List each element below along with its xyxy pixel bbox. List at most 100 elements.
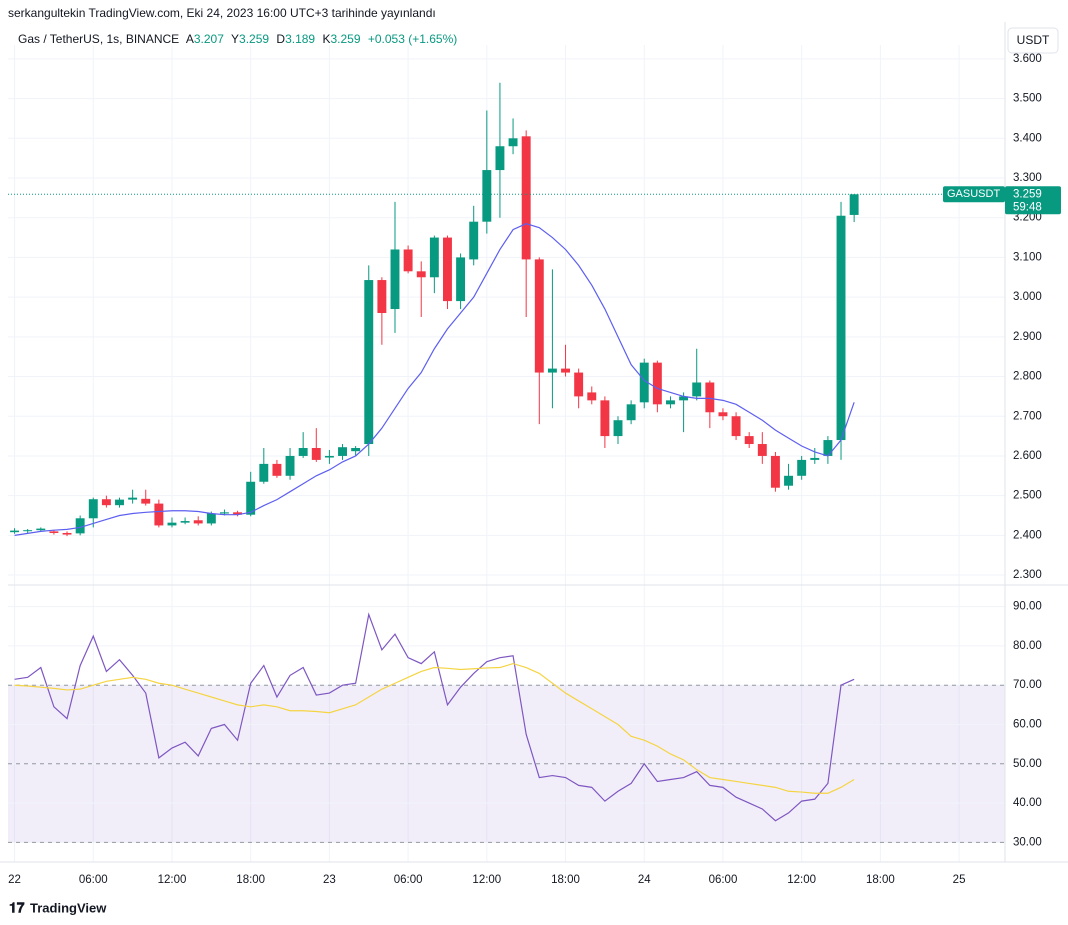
candle-body	[705, 382, 715, 413]
candle-body	[259, 463, 269, 482]
x-tick-label: 12:00	[787, 874, 816, 886]
candle-body	[246, 481, 256, 515]
candle-body	[390, 249, 400, 310]
moving-average	[14, 223, 855, 536]
y-tick-label: 2.700	[1013, 410, 1042, 422]
candle-body	[377, 280, 387, 314]
candle-body	[167, 522, 177, 526]
candle-body	[403, 249, 413, 272]
candle-body	[88, 499, 98, 519]
y-tick-label: 3.200	[1013, 212, 1042, 224]
candle-body	[311, 448, 321, 460]
candle-body	[233, 512, 243, 515]
grid	[8, 45, 1005, 862]
currency-label[interactable]: USDT	[1017, 33, 1050, 47]
y-tick-label: 40.00	[1013, 797, 1042, 809]
y-tick-label: 2.500	[1013, 490, 1042, 502]
x-tick-label: 18:00	[551, 874, 580, 886]
candle-body	[770, 455, 780, 488]
candle-body	[836, 215, 846, 441]
price-tag-countdown: 59:48	[1013, 201, 1042, 213]
y-tick-label: 3.000	[1013, 291, 1042, 303]
candle-body	[613, 420, 623, 437]
candle-body	[62, 532, 72, 535]
candle-body	[10, 530, 20, 533]
published-note: serkangultekin TradingView.com, Eki 24, …	[8, 6, 436, 20]
y-tick-label: 3.500	[1013, 93, 1042, 105]
candle-body	[561, 368, 570, 373]
price-tag	[1005, 186, 1061, 215]
brand-logo: 𝟏𝟕	[9, 900, 25, 916]
x-tick-label: 25	[953, 874, 966, 886]
marks	[8, 82, 1005, 843]
candle-body	[298, 448, 308, 456]
y-tick-label: 2.600	[1013, 450, 1042, 462]
legend: Gas / TetherUS, 1s, BINANCE A3.207 Y3.25…	[18, 32, 457, 46]
series-line	[14, 612, 855, 822]
x-tick-label: 06:00	[709, 874, 738, 886]
candle-body	[416, 271, 426, 278]
y-tick-label: 30.00	[1013, 836, 1042, 848]
symbol-tag	[943, 186, 1005, 203]
candle-body	[101, 499, 111, 506]
candle-body	[626, 404, 636, 421]
ohlc-label: Y	[231, 32, 239, 46]
candle-body	[128, 497, 138, 500]
candle-body	[49, 531, 59, 533]
y-tick-label: 2.400	[1013, 529, 1042, 541]
candle-body	[508, 138, 518, 147]
candle-body	[652, 362, 662, 405]
ohlc-label: D	[276, 32, 285, 46]
x-tick-label: 06:00	[394, 874, 423, 886]
currency-button[interactable]	[1007, 27, 1059, 54]
candle-body	[600, 400, 610, 437]
y-tick-label: 3.300	[1013, 172, 1042, 184]
candle-body	[849, 194, 859, 215]
candle-body	[547, 368, 557, 373]
candle-body	[36, 528, 46, 531]
candle-body	[757, 444, 767, 456]
candle-body	[731, 416, 741, 437]
candle-body	[666, 400, 675, 405]
candle-body	[469, 221, 479, 260]
candle-body	[219, 512, 229, 514]
y-tick-label: 90.00	[1013, 601, 1042, 613]
candle-body	[574, 372, 584, 397]
x-tick-label: 23	[323, 874, 336, 886]
y-tick-label: 50.00	[1013, 758, 1042, 770]
y-tick-label: 2.300	[1013, 569, 1042, 581]
change: +0.053 (+1.65%)	[368, 32, 457, 46]
candle-body	[521, 136, 531, 260]
candle-body	[823, 440, 833, 456]
candle-body	[495, 146, 505, 171]
candle-body	[272, 463, 282, 476]
y-tick-label: 3.600	[1013, 53, 1042, 65]
brand: TradingView	[30, 900, 107, 915]
candle-body	[115, 499, 124, 506]
x-tick-label: 12:00	[472, 874, 501, 886]
candle-body	[718, 412, 728, 417]
candle-body	[744, 436, 754, 445]
y-tick-label: 2.900	[1013, 331, 1042, 343]
y-tick-label: 3.100	[1013, 251, 1042, 263]
candle-body	[338, 447, 347, 456]
candle-body	[810, 457, 820, 460]
ohlc-label: A	[186, 32, 194, 46]
y-tick-label: 80.00	[1013, 640, 1042, 652]
candle-body	[285, 455, 295, 476]
candle-body	[193, 520, 203, 524]
candle-body	[797, 459, 807, 476]
candle-body	[587, 392, 597, 401]
x-tick-label: 18:00	[866, 874, 895, 886]
y-tick-label: 3.400	[1013, 132, 1042, 144]
candle-body	[75, 518, 85, 534]
candle-body	[364, 280, 374, 445]
x-tick-label: 06:00	[79, 874, 108, 886]
candle-body	[784, 475, 794, 486]
candle-body	[534, 259, 544, 373]
y-tick-label: 2.800	[1013, 371, 1042, 383]
symbol-tag-label: GASUSDT	[947, 188, 1000, 200]
candle-body	[206, 513, 216, 524]
candle-body	[351, 448, 361, 452]
